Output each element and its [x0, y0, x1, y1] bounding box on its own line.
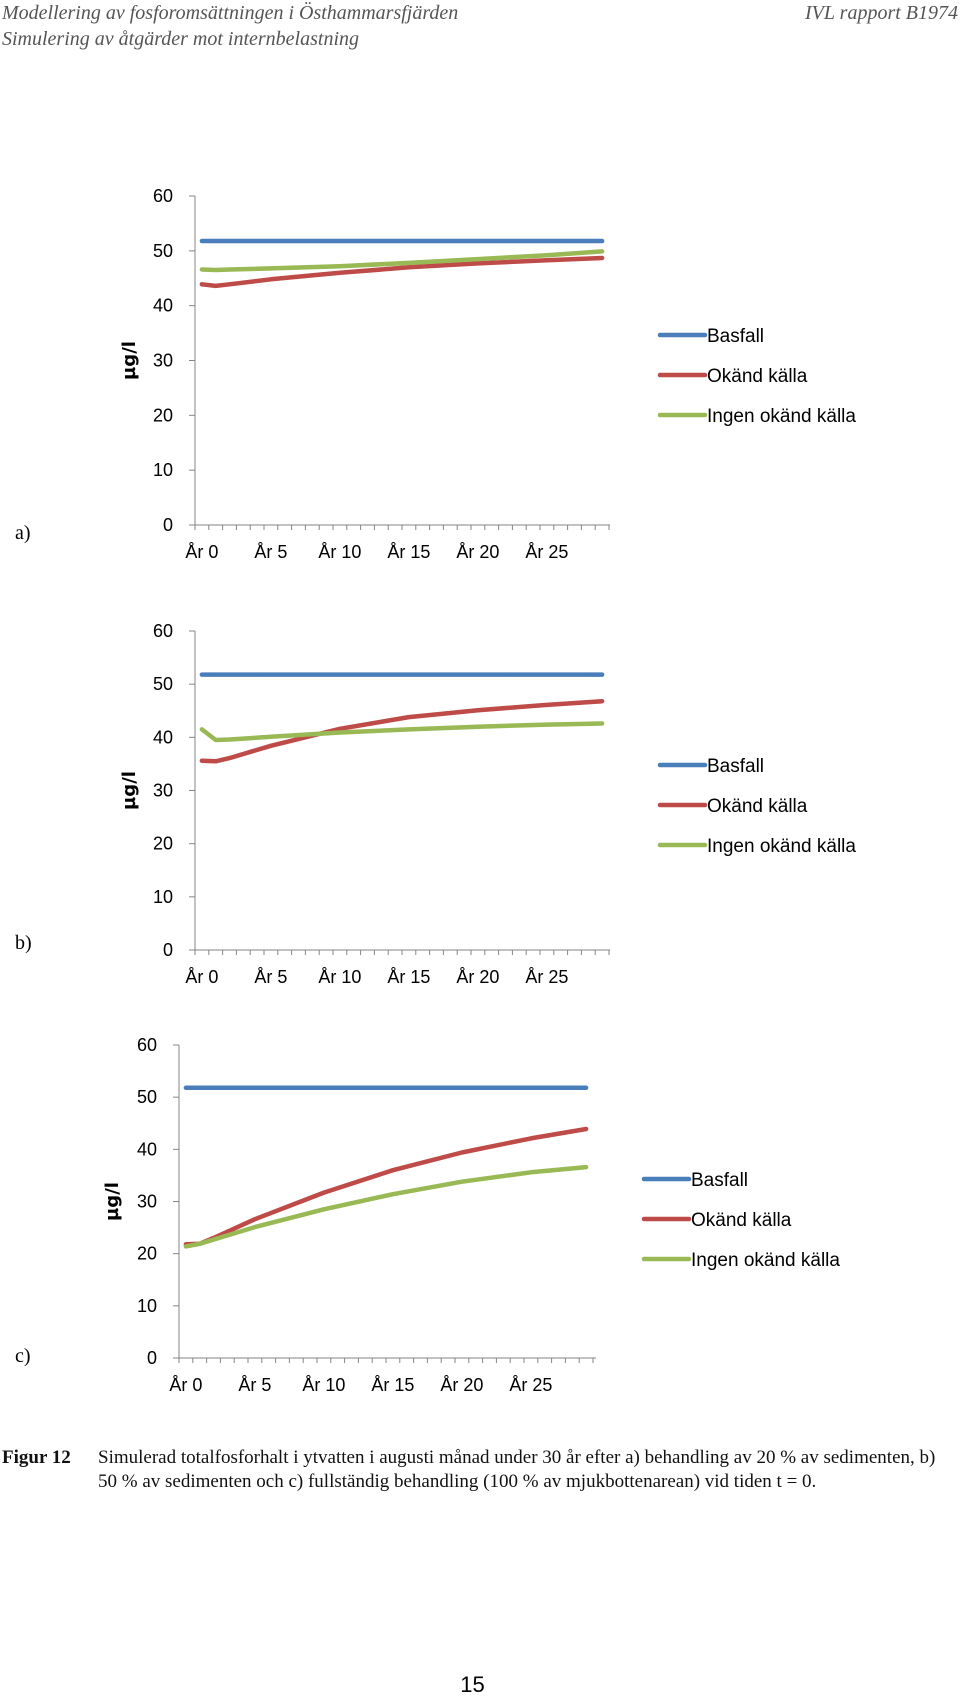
figure-caption: Figur 12 Simulerad totalfosforhalt i ytv… [2, 1446, 942, 1494]
x-tick-label: År 10 [318, 967, 361, 987]
y-tick-label: 10 [153, 460, 173, 480]
x-tick-label: År 15 [371, 1375, 414, 1395]
y-tick-label: 10 [137, 1296, 157, 1316]
x-tick-label: År 0 [185, 967, 218, 987]
legend-label-1: Basfall [691, 1170, 748, 1191]
x-tick-label: År 0 [185, 542, 218, 562]
y-axis-label: µg/l [102, 1182, 123, 1221]
x-tick-label: År 15 [387, 967, 430, 987]
y-axis-label: µg/l [119, 341, 140, 380]
y-tick-label: 60 [137, 1035, 157, 1055]
chart-b: 0 10 20 30 40 50 60 År 0 År 5 År 10 År 15 År 20 År 2… [119, 621, 856, 987]
y-tick-label: 0 [147, 1348, 157, 1368]
x-tick-label: År 0 [169, 1375, 202, 1395]
series-line-3 [199, 721, 605, 743]
legend-label-2: Okänd källa [707, 366, 808, 387]
y-tick-label: 60 [153, 621, 173, 641]
x-tick-label: År 5 [238, 1375, 271, 1395]
y-tick-label: 50 [137, 1087, 157, 1107]
figure-caption-text: Simulerad totalfosforhalt i ytvatten i a… [98, 1447, 936, 1492]
figure-label: Figur 12 [2, 1447, 71, 1468]
y-tick-label: 40 [153, 727, 173, 747]
y-axis-label: µg/l [119, 771, 140, 810]
y-tick-label: 40 [137, 1139, 157, 1159]
series-line-2 [183, 1126, 589, 1247]
y-tick-label: 60 [153, 186, 173, 206]
x-tick-label: År 25 [509, 1375, 552, 1395]
legend-label-3: Ingen okänd källa [707, 836, 856, 857]
legend-label-3: Ingen okänd källa [691, 1250, 840, 1271]
x-tick-label: År 25 [525, 967, 568, 987]
legend-label-2: Okänd källa [691, 1210, 792, 1231]
running-header-left: Modellering av fosforomsättningen i Östh… [2, 0, 458, 52]
panel-label-a: a) [15, 522, 31, 544]
y-tick-label: 20 [137, 1244, 157, 1264]
y-tick-label: 50 [153, 674, 173, 694]
page-number: 15 [460, 1672, 485, 1697]
header-line-2: Simulering av åtgärder mot internbelastn… [2, 28, 360, 50]
x-tick-label: År 5 [254, 967, 287, 987]
series-line-2 [199, 255, 605, 289]
series-line-3 [199, 249, 605, 273]
chart-c: 0 10 20 30 40 50 60 År 0 År 5 År 10 År 15 År 20 År 2… [102, 1035, 840, 1395]
y-tick-label: 20 [153, 834, 173, 854]
x-tick-label: År 20 [456, 967, 499, 987]
x-tick-label: År 10 [302, 1375, 345, 1395]
series-line-3 [183, 1164, 589, 1249]
y-tick-label: 0 [163, 940, 173, 960]
legend-label-1: Basfall [707, 756, 764, 777]
y-tick-label: 0 [163, 515, 173, 535]
y-tick-label: 40 [153, 296, 173, 316]
x-tick-label: År 5 [254, 542, 287, 562]
x-tick-label: År 15 [387, 542, 430, 562]
y-tick-label: 30 [153, 351, 173, 371]
x-tick-label: År 25 [525, 542, 568, 562]
x-tick-label: År 20 [440, 1375, 483, 1395]
legend-label-1: Basfall [707, 326, 764, 347]
y-tick-label: 30 [153, 781, 173, 801]
x-tick-label: År 10 [318, 542, 361, 562]
header-line-1: Modellering av fosforomsättningen i Östh… [2, 2, 459, 24]
y-tick-label: 20 [153, 405, 173, 425]
y-tick-label: 30 [137, 1192, 157, 1212]
panel-label-c: c) [15, 1345, 31, 1367]
y-tick-label: 10 [153, 887, 173, 907]
running-header-right: IVL rapport B1974 [805, 2, 958, 24]
y-tick-label: 50 [153, 241, 173, 261]
x-tick-label: År 20 [456, 542, 499, 562]
series-line-2 [199, 698, 605, 764]
chart-a: 0 10 20 30 40 50 60 År 0 År 5 År 10 År 15 År 20 År 2… [119, 186, 856, 562]
panel-label-b: b) [15, 932, 32, 954]
legend-label-3: Ingen okänd källa [707, 406, 856, 427]
legend-label-2: Okänd källa [707, 796, 808, 817]
